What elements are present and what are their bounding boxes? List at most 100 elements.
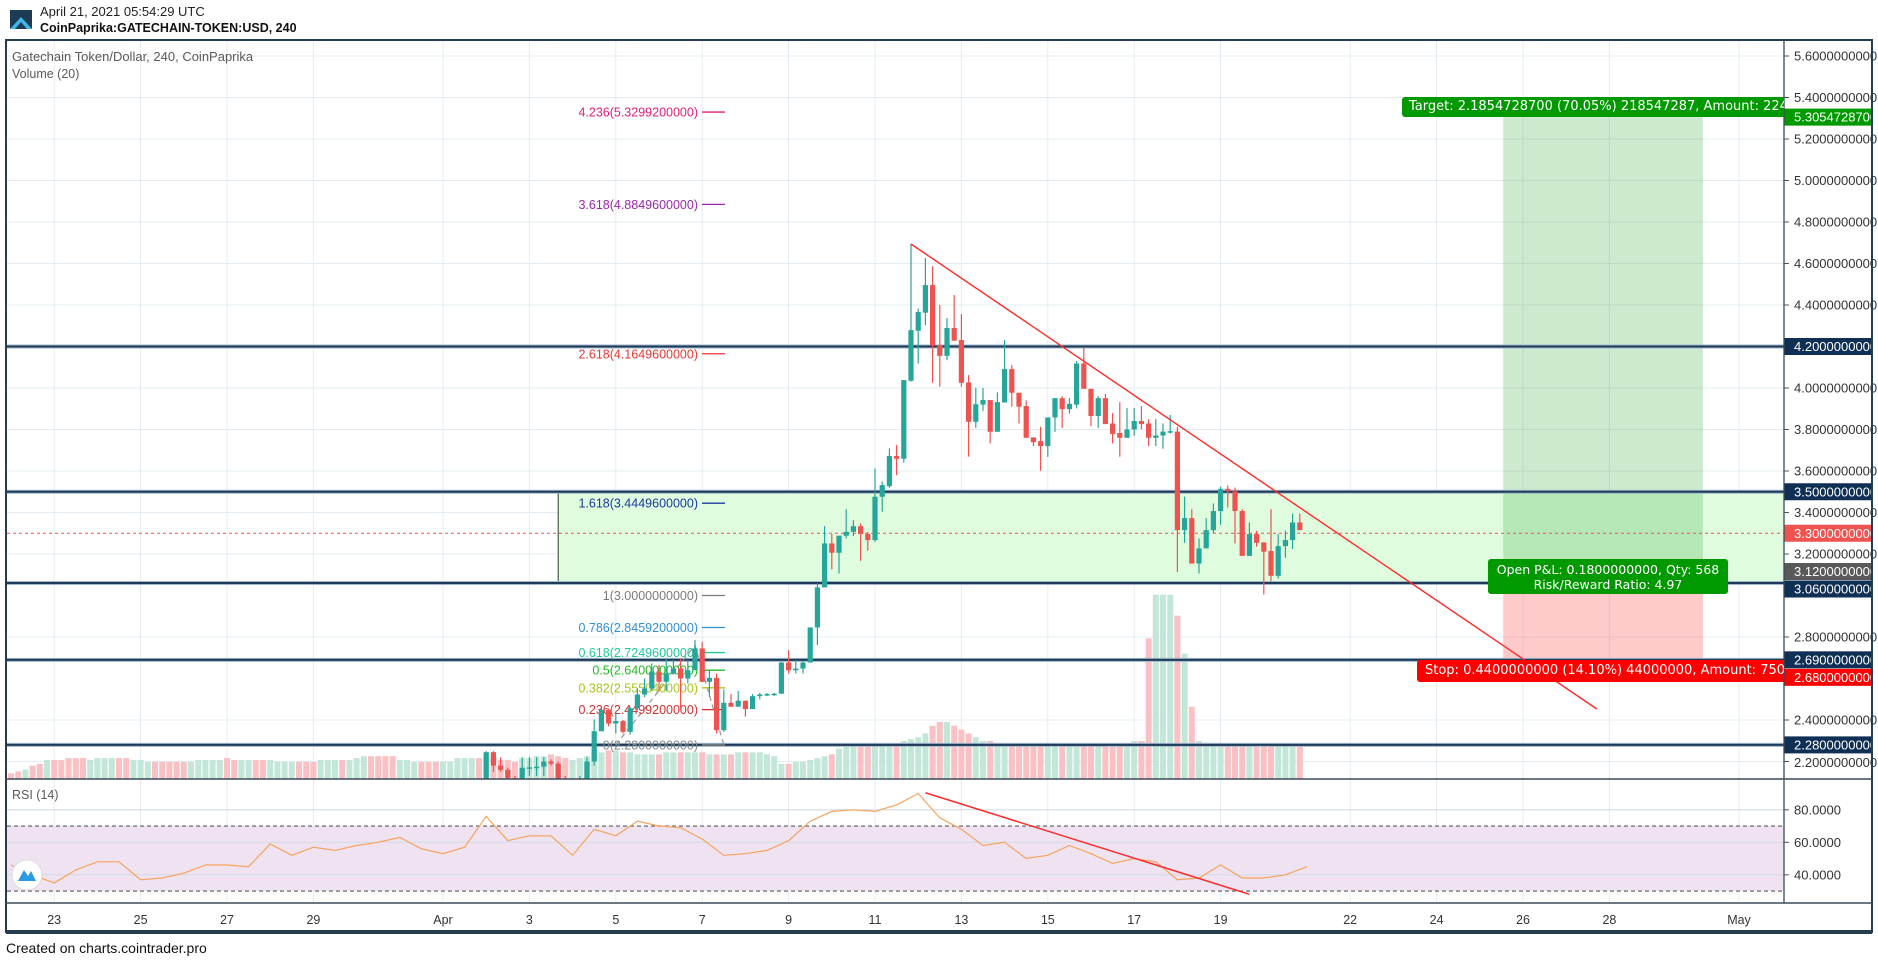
volume-bar [468, 758, 475, 779]
volume-bar [404, 760, 410, 779]
fib-level-label: 0.618(2.7249600000) [578, 646, 698, 660]
volume-bar [562, 758, 569, 779]
volume-bar [15, 771, 22, 779]
candle [1210, 503, 1216, 534]
volume-bar [1016, 744, 1022, 779]
rsi-trendline[interactable] [925, 792, 1250, 896]
volume-bar [274, 761, 281, 779]
volume-bar [764, 754, 770, 779]
candle-body [930, 285, 936, 346]
candle-body [721, 702, 727, 731]
volume-bar [209, 760, 216, 779]
price-marker-label-bg [1784, 108, 1872, 126]
volume-bar [51, 760, 58, 779]
volume-bar [1145, 638, 1152, 779]
volume-bar [548, 754, 554, 779]
volume-bar [1095, 744, 1102, 779]
volume-bar [1268, 744, 1274, 779]
main-pane: 4.236(5.3299200000) 3.618(4.8849600000) 2.… [7, 106, 1784, 786]
candle-body [786, 662, 792, 671]
candle-body [505, 769, 511, 779]
candle-body [1045, 417, 1051, 447]
candle [1282, 530, 1288, 558]
candle-body [973, 404, 979, 422]
candle [757, 693, 763, 700]
candle-body [678, 668, 684, 679]
candle-body [620, 721, 626, 732]
volume-indicator-label: Volume (20) [12, 67, 80, 81]
volume-bar [605, 750, 612, 779]
volume-bar [670, 752, 677, 779]
candle-body [570, 784, 575, 786]
volume-bar [339, 760, 346, 779]
candle-body [526, 767, 532, 769]
candle [908, 243, 914, 382]
candle [1016, 392, 1022, 424]
level-price-label-bg [1784, 580, 1872, 598]
volume-bar [922, 733, 929, 779]
candle-body [894, 456, 900, 459]
candle-body [1124, 429, 1130, 438]
candle [642, 678, 648, 698]
candle [1290, 513, 1296, 550]
candle-body [1009, 369, 1015, 393]
candle [1232, 487, 1238, 544]
descending-trendline[interactable] [910, 243, 1598, 710]
candle [1160, 423, 1166, 449]
candle [670, 660, 676, 675]
candle [1218, 486, 1224, 525]
volume-bar [1289, 742, 1296, 779]
volume-bar [814, 758, 821, 779]
volume-bar [972, 737, 979, 779]
x-axis-tick-label: 9 [785, 913, 792, 927]
candle-body [634, 694, 640, 709]
price-axis-tick-label: 5.6000000000 [1794, 49, 1877, 64]
symbol-label: CoinPaprika:GATECHAIN-TOKEN:USD, 240 [40, 21, 297, 35]
volume-bar [576, 758, 583, 779]
volume-bar [1080, 744, 1087, 779]
price-marker-label: 3.1200000000 [1794, 564, 1877, 579]
candle-body [778, 662, 784, 694]
volume-bar [245, 760, 252, 779]
candle [966, 375, 972, 457]
price-axis-tick-label: 2.2000000000 [1794, 755, 1877, 770]
volume-bar [166, 761, 173, 779]
volume-bar [1102, 746, 1109, 779]
candle-body [627, 708, 633, 732]
target-area[interactable] [1503, 117, 1703, 571]
candle [591, 719, 597, 766]
candle-body [548, 761, 554, 764]
candle-body [1254, 534, 1260, 543]
candle [1124, 408, 1130, 438]
candle-body [750, 696, 756, 710]
fib-level-label: 1(3.0000000000) [603, 589, 698, 603]
volume-bar [936, 722, 943, 779]
candle [1009, 365, 1015, 407]
candle [1102, 394, 1108, 425]
candle [685, 660, 691, 684]
volume-bar [677, 752, 684, 779]
volume-bar [713, 754, 720, 779]
price-axis-tick-label: 3.6000000000 [1794, 464, 1877, 479]
candle-body [901, 380, 907, 459]
price-axis-tick-label: 3.2000000000 [1794, 547, 1877, 562]
volume-bar [1282, 744, 1289, 779]
price-axis[interactable]: 80.0000 60.0000 40.0000 5.6000000000 5.40000… [1784, 49, 1877, 883]
candle-body [490, 752, 496, 766]
stop-label: Stop: 0.4400000000 (14.10%) 44000000, Am… [1417, 660, 1784, 682]
volume-bar [1001, 742, 1008, 779]
candle-body [1210, 511, 1216, 531]
candle-body [483, 752, 489, 779]
candle [786, 650, 792, 674]
volume-bar [22, 769, 29, 779]
volume-bar [1044, 742, 1051, 779]
candle [584, 757, 590, 779]
fib-level-label: 0(2.2800000000) [603, 738, 698, 752]
volume-bar [1217, 742, 1224, 779]
candle-body [1275, 546, 1281, 576]
candle [490, 751, 496, 772]
volume-bar [958, 729, 965, 779]
candle [958, 314, 964, 387]
volume-bar [87, 760, 94, 779]
